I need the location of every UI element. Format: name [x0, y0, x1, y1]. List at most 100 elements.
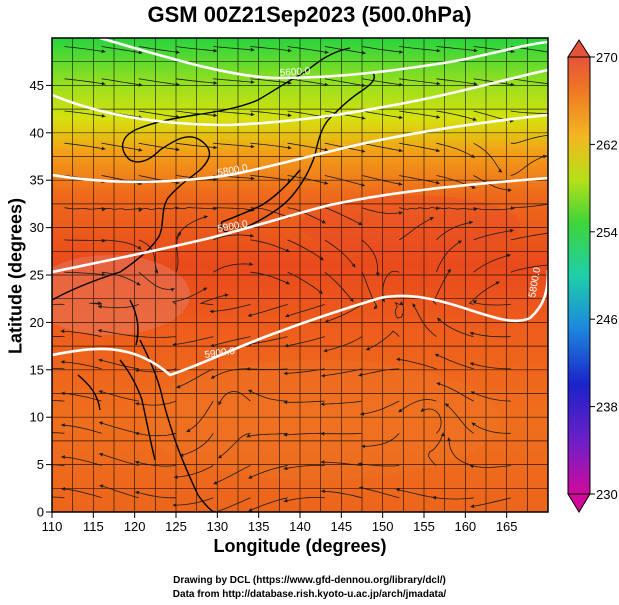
- streamline-arrow: [154, 269, 158, 274]
- streamline-arrow: [287, 113, 292, 118]
- streamline: [213, 110, 255, 116]
- streamline: [138, 110, 180, 118]
- streamline: [97, 304, 139, 309]
- streamline-arrow: [361, 83, 366, 88]
- streamline-arrow: [285, 248, 290, 253]
- streamline: [199, 294, 229, 305]
- x-axis: 110 115 120 125 130 135 140 145 150 155 160 165: [42, 512, 518, 534]
- streamline: [138, 46, 180, 53]
- streamline: [470, 497, 511, 508]
- y-tick-label: 0: [37, 505, 44, 520]
- streamline: [324, 46, 366, 54]
- streamline: [434, 353, 474, 370]
- streamline: [172, 497, 214, 506]
- streamline: [365, 330, 400, 351]
- streamline: [176, 368, 214, 389]
- streamline: [209, 304, 251, 312]
- streamline-arrow: [396, 357, 400, 362]
- streamline-arrow: [224, 293, 229, 298]
- streamline: [250, 271, 290, 285]
- streamline: [468, 281, 500, 305]
- streamline-arrow: [135, 460, 139, 465]
- streamline: [320, 461, 363, 466]
- streamline-arrow: [176, 82, 180, 87]
- streamline: [510, 78, 548, 85]
- streamline: [412, 303, 437, 337]
- colorbar-bottom-arrow: [567, 493, 591, 513]
- contour-5800-west-line: [52, 113, 548, 184]
- streamline: [320, 400, 363, 405]
- streamline: [64, 207, 106, 210]
- streamline-arrow: [351, 263, 356, 268]
- streamline: [382, 270, 400, 303]
- colorbar-tick-label: 262: [596, 137, 618, 152]
- streamline: [360, 400, 400, 415]
- contour-label-5600: 5600.0: [279, 66, 311, 79]
- streamline-arrow: [440, 432, 445, 437]
- streamline-arrow: [61, 455, 65, 459]
- streamline: [98, 359, 139, 370]
- streamline-arrow: [445, 403, 449, 408]
- streamline: [396, 358, 437, 370]
- streamline-arrow: [471, 422, 476, 427]
- streamline: [510, 110, 548, 114]
- streamline: [361, 207, 403, 214]
- streamline: [283, 465, 325, 470]
- streamline-arrow: [506, 253, 511, 258]
- streamline: [361, 78, 403, 86]
- streamline-arrow: [210, 375, 215, 379]
- streamline: [101, 207, 143, 211]
- streamline-arrow: [246, 367, 250, 371]
- streamline-arrow: [218, 401, 222, 406]
- streamline-arrow: [398, 211, 403, 215]
- streamline: [469, 465, 511, 468]
- y-tick-label: 35: [30, 173, 44, 188]
- streamline-arrow: [250, 176, 255, 181]
- streamline: [448, 437, 474, 466]
- streamline-arrow: [472, 117, 477, 121]
- streamline-arrow: [61, 391, 65, 396]
- streamline-arrow: [447, 437, 451, 442]
- streamline-arrow: [246, 433, 251, 438]
- colorbar: 230 238 246 254 262 270: [567, 39, 618, 513]
- streamline-arrow: [361, 116, 366, 120]
- streamline: [101, 46, 143, 54]
- streamline: [361, 239, 379, 277]
- streamline: [175, 142, 218, 149]
- streamline: [399, 207, 440, 210]
- streamline-arrow: [542, 154, 547, 159]
- streamline-arrow: [324, 319, 329, 323]
- streamline-arrow: [399, 82, 403, 87]
- streamline-arrow: [176, 384, 181, 389]
- streamline-arrow: [471, 185, 476, 189]
- streamline: [52, 432, 65, 434]
- streamline-arrow: [136, 281, 141, 286]
- streamline-arrow: [435, 353, 439, 358]
- colorbar-top-arrow: [567, 39, 591, 58]
- streamline-arrow: [349, 297, 354, 302]
- streamline-arrow: [548, 202, 552, 206]
- streamline: [60, 361, 102, 370]
- streamlines: [52, 46, 552, 512]
- streamline: [64, 239, 106, 242]
- y-tick-label: 40: [30, 125, 44, 140]
- streamline: [213, 234, 254, 241]
- streamline-arrow: [447, 268, 451, 273]
- streamline-arrow: [101, 81, 106, 86]
- y-tick-label: 10: [30, 410, 44, 425]
- page-title: GSM 00Z21Sep2023 (500.0hPa): [147, 2, 472, 27]
- streamline: [172, 287, 208, 305]
- streamline: [175, 215, 208, 241]
- streamline-arrow: [436, 81, 441, 86]
- streamline: [250, 110, 292, 117]
- streamline-arrow: [213, 145, 218, 150]
- streamline: [287, 239, 324, 261]
- streamline-arrow: [429, 217, 434, 221]
- y-tick-label: 45: [30, 78, 44, 93]
- streamline-arrow: [135, 490, 140, 495]
- streamline-arrow: [248, 508, 253, 512]
- x-tick-label: 155: [413, 519, 435, 534]
- streamline: [175, 78, 218, 84]
- streamline: [213, 207, 255, 211]
